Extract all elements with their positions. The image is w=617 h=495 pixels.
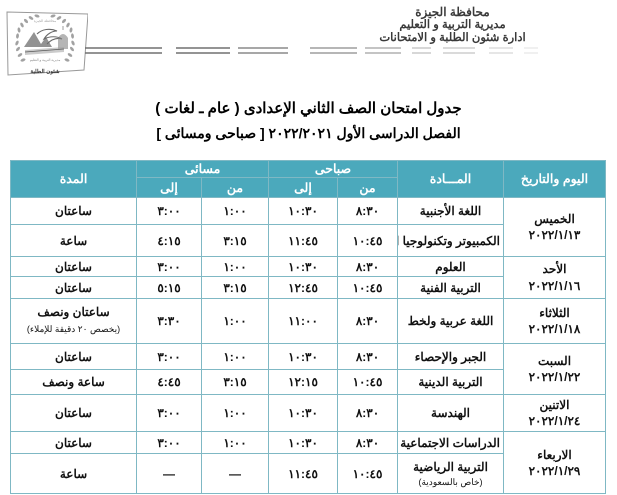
svg-text:شئون الطلبة: شئون الطلبة — [30, 68, 60, 75]
svg-text:محافظة الجيزة: محافظة الجيزة — [34, 18, 56, 23]
svg-text:مديرية التربية و التعليم: مديرية التربية و التعليم — [30, 58, 61, 62]
